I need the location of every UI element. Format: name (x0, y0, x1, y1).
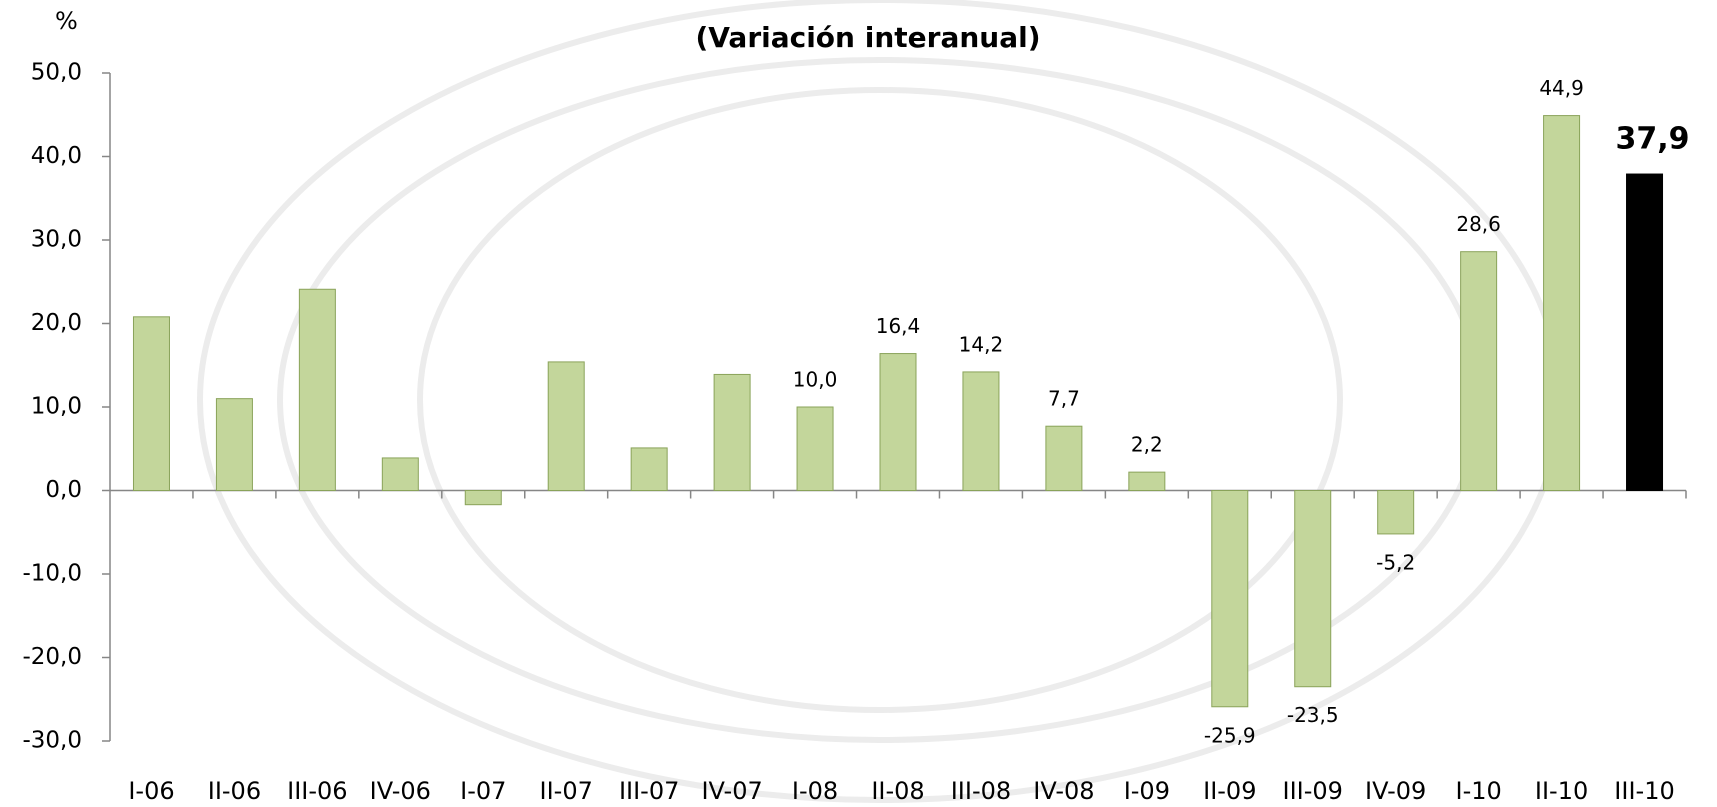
x-tick-label: III-10 (1614, 777, 1674, 805)
x-tick-label: I-10 (1455, 777, 1501, 805)
bar (132, 316, 170, 491)
bar (630, 447, 668, 492)
x-tick-label: IV-06 (370, 777, 431, 805)
bar (1045, 425, 1083, 491)
x-tick-label: III-07 (619, 777, 679, 805)
x-tick-label: IV-07 (701, 777, 762, 805)
y-tick-label: -10,0 (22, 561, 82, 587)
x-tick-label: III-08 (951, 777, 1011, 805)
bar (1377, 490, 1415, 535)
y-tick-label: 0,0 (45, 477, 82, 503)
x-tick-label: I-09 (1124, 777, 1170, 805)
y-axis-label: % (55, 7, 78, 35)
y-tick-label: 50,0 (31, 60, 82, 86)
y-tick-label: -30,0 (22, 728, 82, 754)
bar (1543, 115, 1581, 492)
chart-title: (Variación interanual) (695, 21, 1040, 54)
value-label: -5,2 (1376, 550, 1415, 574)
y-tick-label: 30,0 (31, 227, 82, 253)
value-label: 16,4 (876, 314, 921, 338)
x-tick-label: III-06 (287, 777, 347, 805)
x-tick-label: IV-08 (1033, 777, 1094, 805)
bar (464, 490, 502, 506)
bar (298, 288, 336, 492)
bar (215, 398, 253, 491)
x-tick-label: III-09 (1283, 777, 1343, 805)
bar (962, 371, 1000, 491)
value-label: 28,6 (1456, 212, 1501, 236)
bar (1128, 471, 1166, 492)
value-label: 37,9 (1616, 122, 1690, 157)
bar (796, 406, 834, 491)
x-tick-label: II-10 (1535, 777, 1588, 805)
bar (1211, 490, 1249, 708)
x-tick-label: I-06 (128, 777, 174, 805)
bar (381, 457, 419, 491)
x-tick-label: I-08 (792, 777, 838, 805)
bar (1294, 490, 1332, 688)
y-tick-label: -20,0 (22, 644, 82, 670)
value-label: -23,5 (1287, 703, 1339, 727)
x-tick-label: II-07 (540, 777, 593, 805)
x-tick-label: II-08 (871, 777, 924, 805)
value-label: 10,0 (793, 368, 838, 392)
bar (1460, 251, 1498, 491)
value-label: 44,9 (1539, 76, 1584, 100)
bar (1626, 173, 1664, 491)
bar (547, 361, 585, 491)
x-tick-label: IV-09 (1365, 777, 1426, 805)
y-tick-label: 20,0 (31, 310, 82, 336)
x-tick-label: II-09 (1203, 777, 1256, 805)
value-label: 2,2 (1131, 433, 1163, 457)
bar (879, 353, 917, 491)
y-tick-label: 40,0 (31, 143, 82, 169)
value-label: 7,7 (1048, 387, 1080, 411)
value-label: -25,9 (1204, 723, 1256, 747)
x-tick-label: I-07 (460, 777, 506, 805)
y-tick-label: 10,0 (31, 394, 82, 420)
value-label: 14,2 (959, 332, 1004, 356)
x-tick-label: II-06 (208, 777, 261, 805)
bar (713, 373, 751, 491)
